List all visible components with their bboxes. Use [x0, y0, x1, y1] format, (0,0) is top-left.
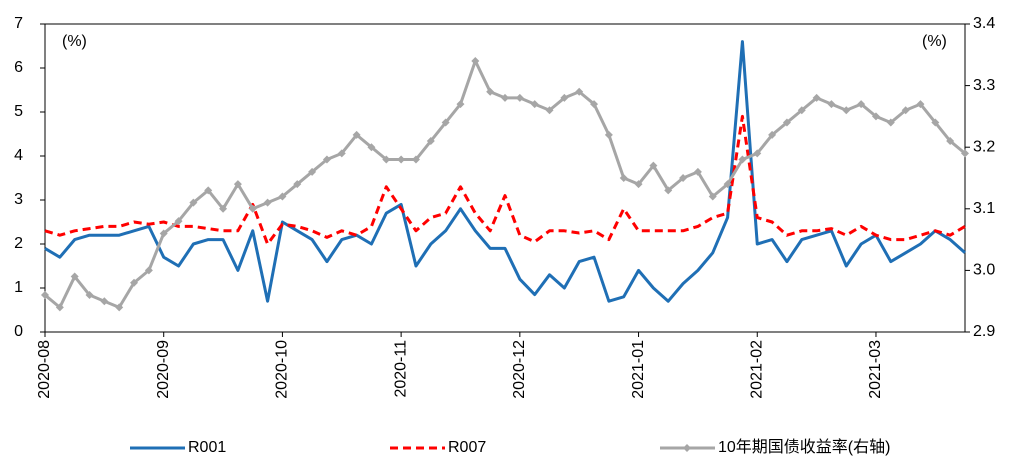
point-marker	[530, 100, 539, 109]
point-marker	[293, 180, 302, 189]
point-marker	[827, 100, 836, 109]
point-marker	[263, 198, 272, 207]
point-marker	[871, 112, 880, 121]
point-marker	[174, 217, 183, 226]
y-tick-label: 4	[14, 147, 23, 164]
point-marker	[456, 100, 465, 109]
legend-label: R001	[188, 439, 226, 456]
point-marker	[115, 303, 124, 312]
y-tick-label: 7	[14, 15, 23, 32]
point-marker	[738, 155, 747, 164]
point-marker	[842, 106, 851, 115]
y-tick-label: 3	[14, 191, 23, 208]
point-marker	[85, 291, 94, 300]
y-tick-label: 6	[14, 59, 23, 76]
point-marker	[560, 93, 569, 102]
y2-tick-label: 2.9	[973, 323, 995, 340]
point-marker	[619, 174, 628, 182]
point-marker	[322, 155, 331, 164]
y2-tick-label: 3.3	[973, 77, 995, 94]
point-marker	[411, 155, 420, 164]
point-marker	[337, 149, 346, 158]
point-marker	[768, 130, 777, 139]
point-marker	[649, 161, 658, 170]
point-marker	[144, 266, 153, 275]
x-tick-label: 2020-12	[511, 340, 528, 399]
series-line	[44, 40, 966, 303]
point-marker	[797, 106, 806, 115]
point-marker	[634, 180, 643, 189]
point-marker	[604, 130, 613, 139]
point-marker	[308, 167, 317, 176]
point-marker	[782, 118, 791, 127]
point-marker	[916, 100, 925, 109]
point-marker	[248, 204, 257, 213]
point-marker	[575, 87, 584, 96]
point-marker	[397, 155, 406, 164]
legend-label: R007	[448, 439, 486, 456]
point-marker	[812, 93, 821, 102]
x-tick-label: 2020-09	[155, 340, 172, 399]
legend-marker	[683, 444, 691, 452]
point-marker	[426, 137, 435, 146]
y2-tick-label: 3.2	[973, 138, 995, 155]
y-tick-label: 1	[14, 279, 23, 296]
point-marker	[441, 118, 450, 127]
y2-tick-label: 3.0	[973, 262, 995, 279]
point-marker	[515, 93, 524, 102]
point-marker	[946, 137, 955, 146]
point-marker	[233, 180, 242, 189]
series-line	[44, 114, 966, 246]
point-marker	[723, 180, 732, 189]
point-marker	[382, 155, 391, 164]
point-marker	[278, 192, 287, 201]
y2-tick-label: 3.4	[973, 15, 995, 32]
point-marker	[471, 56, 480, 65]
point-marker	[664, 186, 673, 195]
point-marker	[501, 93, 509, 102]
point-marker	[961, 149, 969, 158]
point-marker	[486, 87, 495, 96]
point-marker	[55, 303, 64, 312]
point-marker	[189, 198, 198, 207]
point-marker	[545, 106, 554, 115]
point-marker	[70, 272, 79, 281]
point-marker	[901, 106, 910, 115]
x-tick-label: 2021-02	[748, 340, 765, 399]
point-marker	[100, 297, 109, 306]
y-tick-label: 2	[14, 235, 23, 252]
point-marker	[679, 174, 688, 182]
point-marker	[159, 229, 168, 238]
x-tick-label: 2021-03	[867, 340, 884, 399]
point-marker	[886, 118, 895, 127]
point-marker	[590, 100, 599, 109]
point-marker	[753, 149, 762, 158]
point-marker	[219, 204, 228, 213]
point-marker	[693, 167, 702, 176]
y-tick-label: 5	[14, 103, 23, 120]
point-marker	[708, 192, 717, 201]
y2-tick-label: 3.1	[973, 200, 995, 217]
point-marker	[931, 118, 940, 127]
x-tick-label: 2020-08	[36, 340, 53, 399]
point-marker	[204, 186, 213, 195]
legend-label: 10年期国债收益率(右轴)	[718, 438, 890, 456]
x-tick-label: 2020-11	[392, 340, 409, 398]
x-tick-label: 2021-01	[630, 340, 647, 399]
point-marker	[367, 143, 376, 152]
point-marker	[352, 130, 361, 139]
x-tick-label: 2020-10	[274, 340, 291, 399]
point-marker	[130, 278, 139, 287]
point-marker	[41, 291, 49, 300]
y-tick-label: 0	[14, 323, 23, 340]
y2-unit: (%)	[922, 33, 947, 50]
point-marker	[857, 100, 866, 109]
y-unit: (%)	[62, 33, 87, 50]
